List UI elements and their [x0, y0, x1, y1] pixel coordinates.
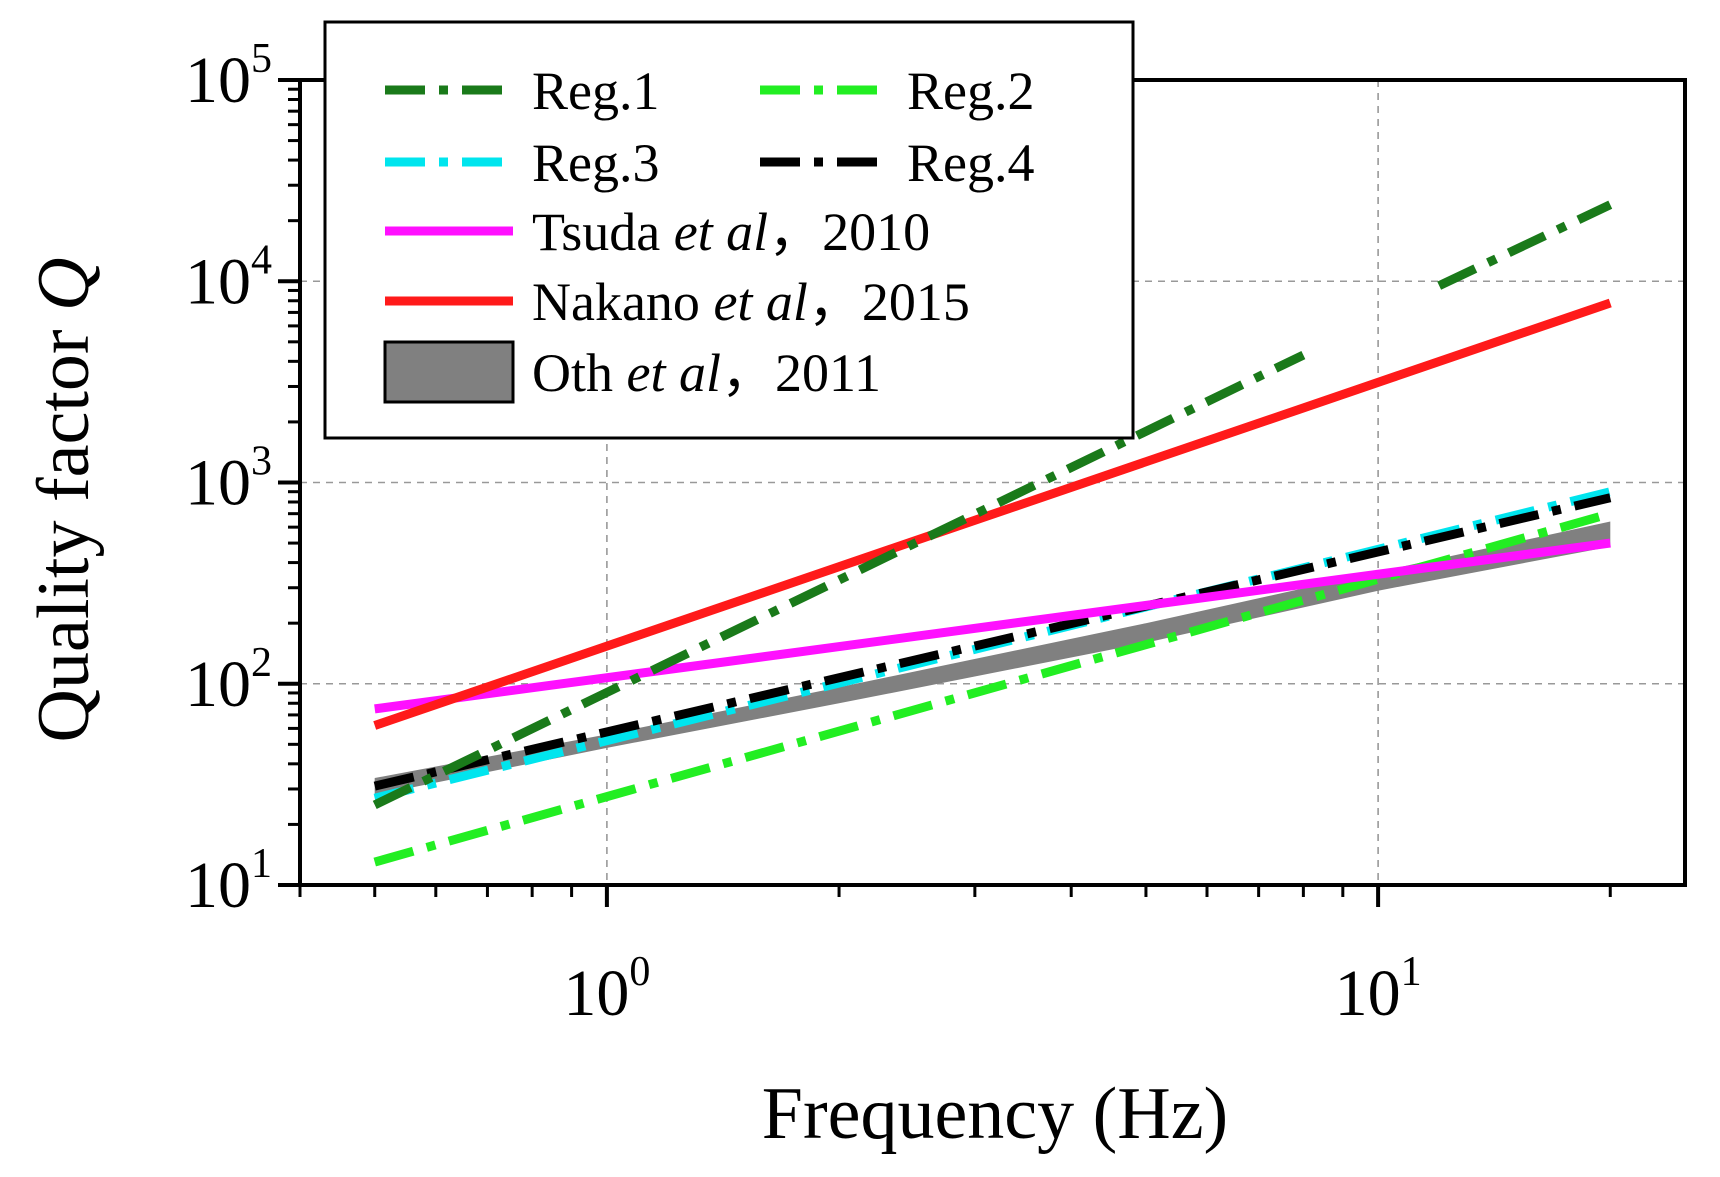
legend-label: Tsuda et al，2010	[532, 202, 930, 262]
y-tick-label: 101	[185, 841, 272, 922]
legend-label: Reg.2	[907, 61, 1035, 121]
x-axis-label: Frequency (Hz)	[762, 1073, 1228, 1155]
y-axis-label: Quality factor Q	[23, 258, 105, 743]
series-layer	[372, 200, 1613, 867]
y-tick-label: 104	[185, 237, 272, 318]
tick-labels: 100 101 101 102 103 104 105	[185, 36, 1422, 1030]
x-tick-label: 100	[563, 949, 650, 1030]
legend-label: Reg.1	[532, 61, 660, 121]
series-line-tsuda-et-al-2010	[374, 538, 1611, 714]
legend-label: Reg.4	[907, 133, 1035, 193]
x-tick-label: 101	[1335, 949, 1422, 1030]
legend-label: Nakano et al，2015	[532, 272, 970, 332]
series-line-reg-4	[373, 493, 1612, 791]
legend: Reg.1 Reg.2 Reg.3 Reg.4 Tsuda et al，2010 Naka…	[323, 20, 1135, 440]
series-line-reg-2	[373, 509, 1612, 867]
legend-swatch	[383, 340, 515, 404]
legend-label: Oth et al，2011	[532, 343, 881, 403]
series-line-nakano-et-al-2015	[373, 298, 1612, 730]
y-tick-label: 105	[185, 36, 272, 117]
band-layer	[374, 521, 1611, 795]
legend-label: Reg.3	[532, 133, 660, 193]
y-tick-label: 103	[185, 439, 272, 520]
y-tick-label: 102	[185, 640, 272, 721]
series-band-oth	[374, 521, 1611, 795]
axis-ticks	[278, 78, 1612, 907]
series-line-reg-1	[1437, 200, 1613, 290]
series-line-reg-1	[372, 350, 1306, 809]
